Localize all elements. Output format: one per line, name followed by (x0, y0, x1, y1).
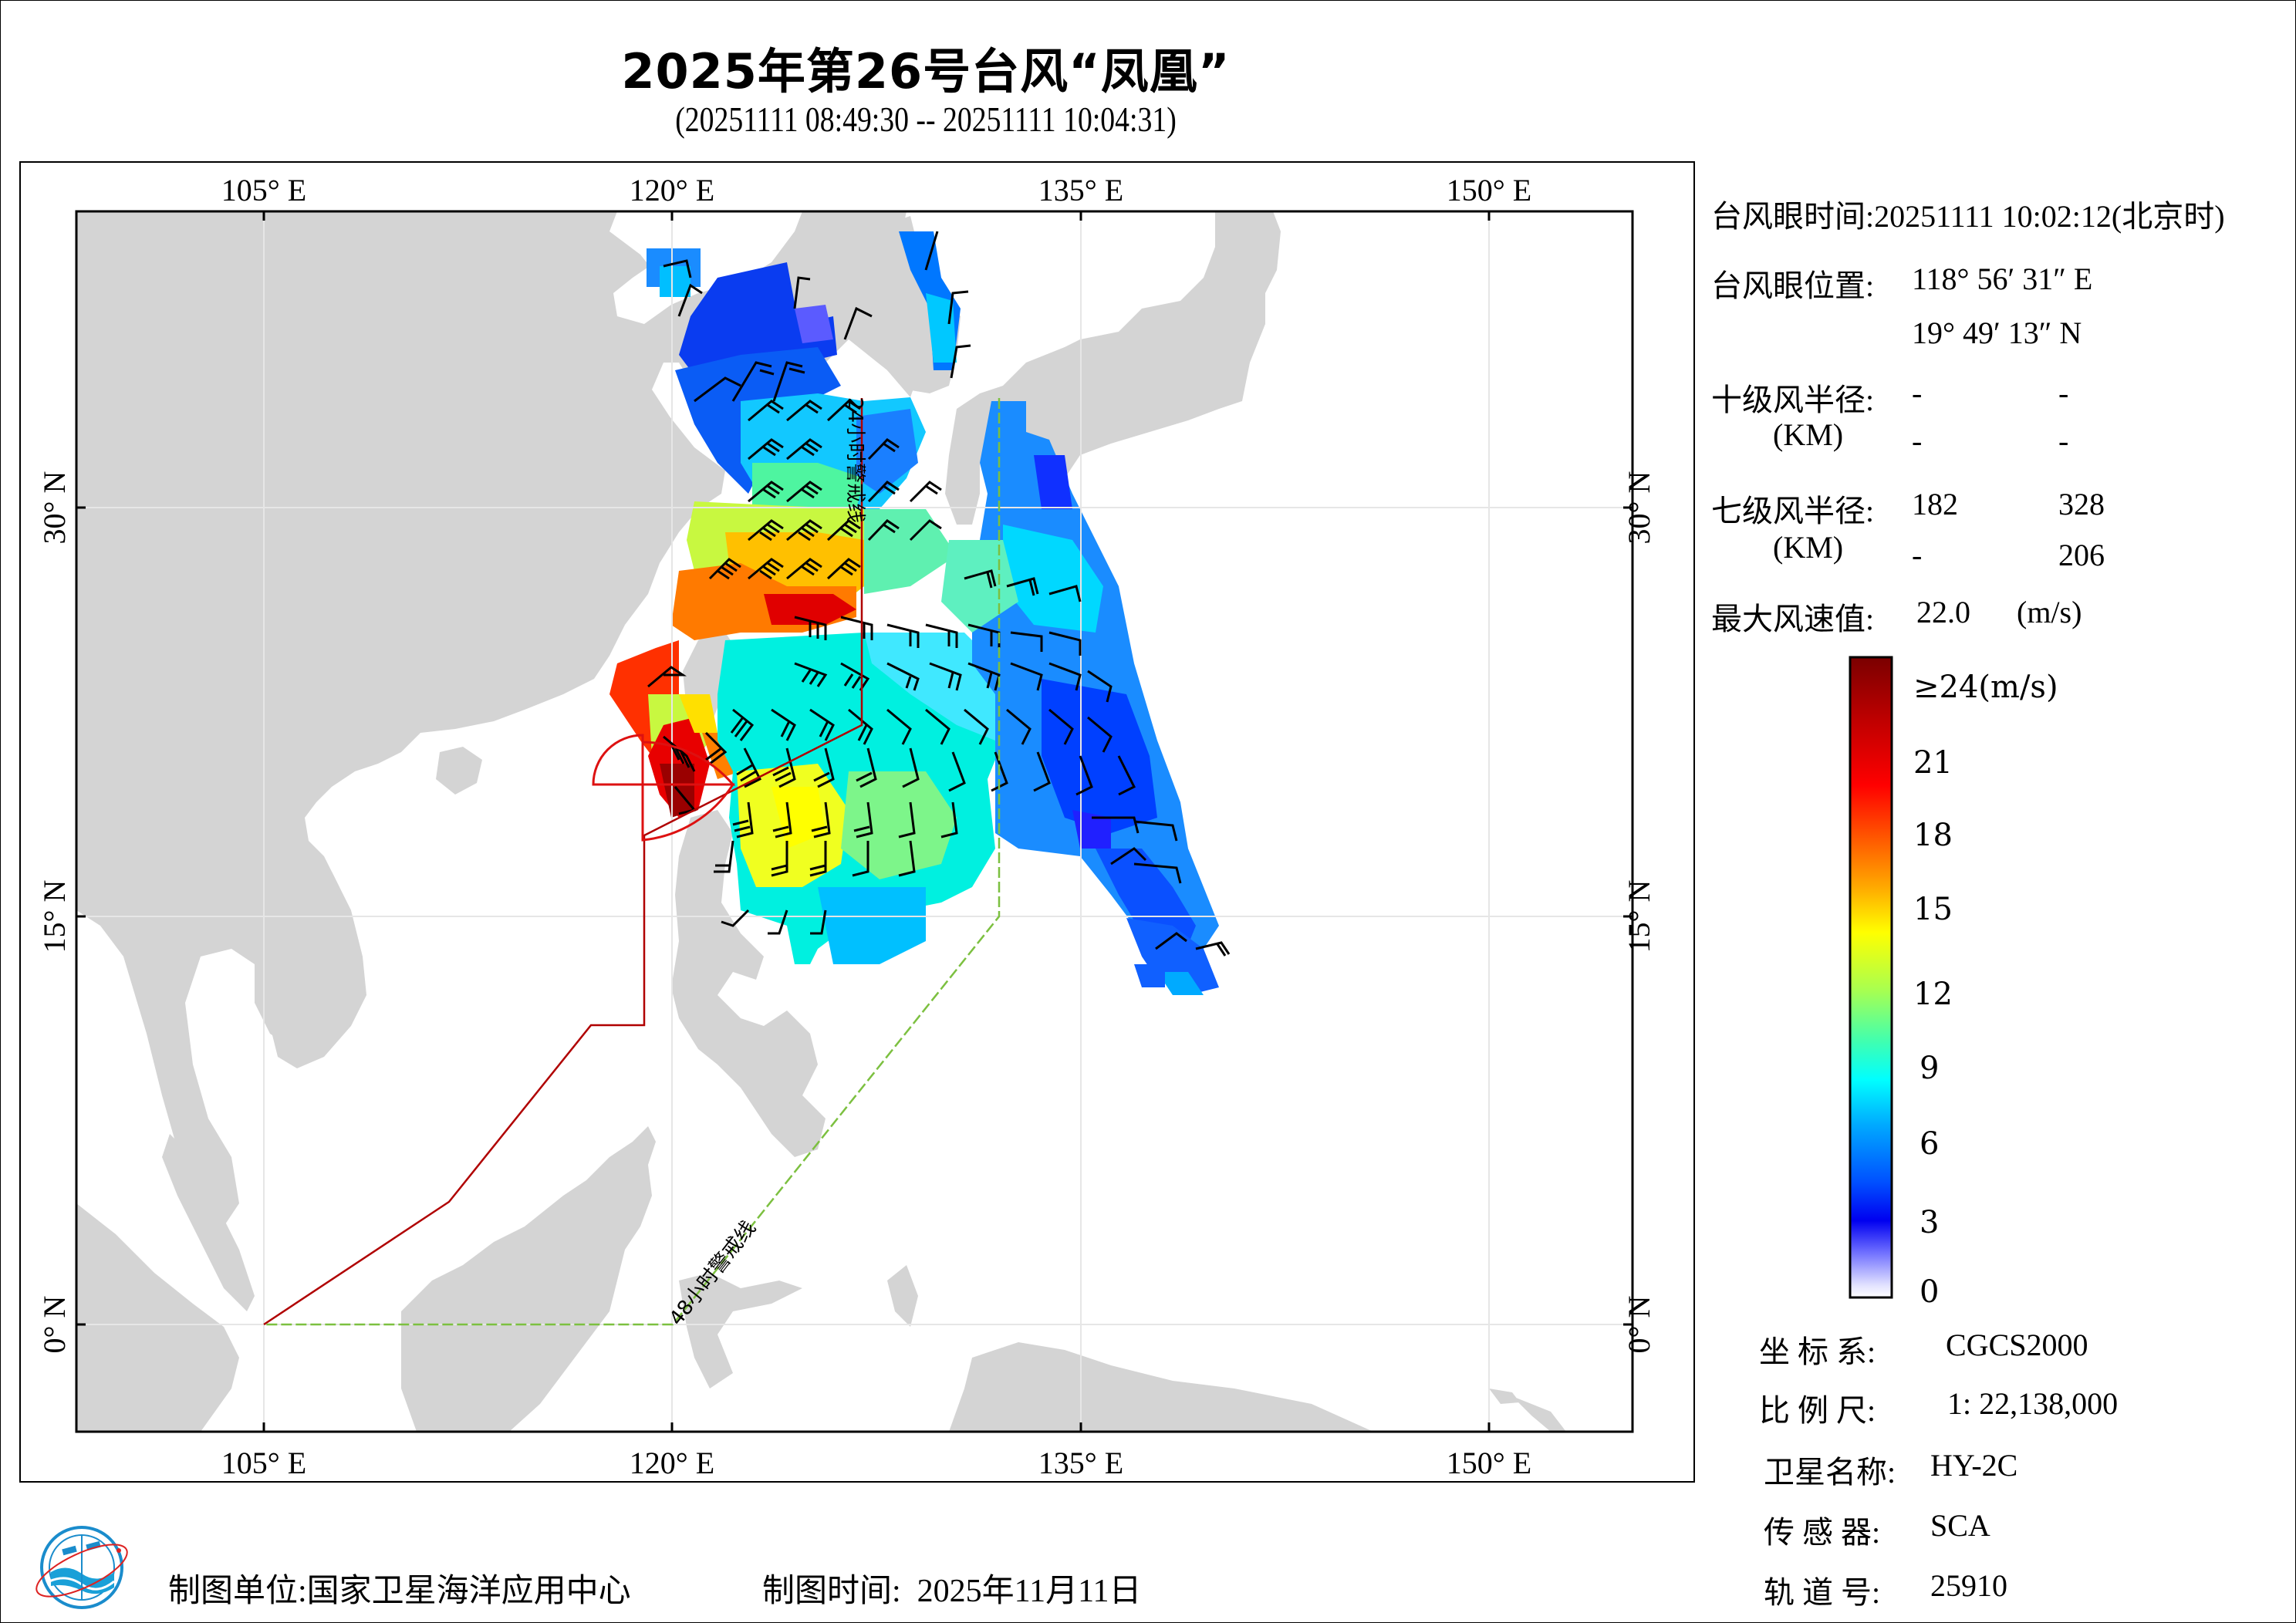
warning-line-24h (263, 398, 863, 1326)
max-wind-label: 最大风速值: (1711, 602, 1875, 636)
r10-se: - (2058, 376, 2069, 410)
r7-se: 328 (2058, 487, 2105, 521)
crs-label: 坐 标 系: (1759, 1335, 1876, 1369)
sensor-value: SCA (1930, 1508, 1990, 1543)
land-borneo (401, 1126, 656, 1432)
r7-sw: - (1912, 538, 1923, 572)
colorbar-tick: 18 (1913, 818, 1953, 853)
r7-ne: 182 (1912, 487, 1958, 521)
lon-label-bottom: 120° E (630, 1446, 714, 1480)
satellite-label: 卫星名称: (1764, 1455, 1896, 1490)
orbit-label: 轨 道 号: (1764, 1575, 1881, 1610)
r10-ne: - (1912, 376, 1923, 410)
lon-label-bottom: 150° E (1447, 1446, 1531, 1480)
max-wind-unit: (m/s) (2017, 595, 2082, 629)
lat-label-right: 15° N (1622, 880, 1656, 953)
sensor-label: 传 感 器: (1764, 1515, 1881, 1550)
warning-line-48h (264, 398, 1001, 1326)
r10-nw: - (2058, 423, 2069, 458)
warning-line-24h-label: 24小时警戒线 (843, 397, 866, 523)
orbit-value: 25910 (1930, 1568, 2007, 1603)
r10-label: 十级风半径: (1711, 383, 1875, 417)
eye-position-label: 台风眼位置: (1711, 268, 1875, 303)
lon-label-top: 135° E (1038, 173, 1123, 208)
map-outer-frame (19, 161, 1695, 1483)
land-hainan (436, 747, 482, 795)
max-wind-value: 22.0 (1916, 595, 1970, 629)
producer-label: 制图单位: (168, 1574, 307, 1609)
land-philippines (671, 810, 826, 1157)
lat-label-left: 15° N (37, 880, 72, 953)
colorbar-tick: 3 (1920, 1205, 1940, 1240)
map-time-range: (20251111 08:49:30 -- 20251111 10:04:31) (675, 100, 1177, 139)
land-sulawesi (679, 1273, 802, 1388)
lon-label-bottom: 135° E (1038, 1446, 1123, 1480)
lon-label-top: 105° E (221, 173, 306, 208)
colorbar-tick: 9 (1920, 1051, 1940, 1086)
eye-latitude: 19° 49′ 13″ N (1912, 315, 2082, 350)
colorbar-tick: 6 (1920, 1126, 1940, 1162)
production-date-value: 2025年11月11日 (917, 1574, 1142, 1609)
eye-time-label: 台风眼时间: (1711, 199, 1875, 234)
r10-sw: - (1912, 423, 1923, 458)
crs-value: CGCS2000 (1946, 1328, 2088, 1362)
colorbar-max-label: ≥24(m/s) (1913, 670, 2058, 705)
colorbar-tick: 15 (1913, 892, 1953, 927)
graticule (76, 211, 1633, 1432)
satellite-value: HY-2C (1930, 1448, 2018, 1483)
colorbar-tick: 21 (1913, 745, 1953, 781)
land-pacific-islands (1489, 1388, 1566, 1432)
lat-label-right: 30° N (1622, 471, 1656, 545)
producer: 制图单位:国家卫星海洋应用中心 (168, 1564, 631, 1611)
scale-label: 比 例 尺: (1759, 1393, 1876, 1428)
land-sumatra (76, 1203, 239, 1432)
axis-labels: 105° E 120° E 135° E 150° E 105° E 120° … (37, 173, 1656, 1480)
wind-barbs (647, 231, 1231, 957)
lat-label-left: 0° N (37, 1296, 72, 1354)
land-malay-peninsula (162, 1134, 255, 1311)
colorbar-tick: 12 (1913, 977, 1953, 1012)
lat-label-left: 30° N (37, 471, 72, 545)
map-title: 2025年第26号台风“凤凰” (621, 43, 1231, 100)
eye-time-row: 台风眼时间:20251111 10:02:12(北京时) (1711, 191, 2225, 236)
r7-nw: 206 (2058, 538, 2105, 572)
lon-label-bottom: 105° E (221, 1446, 306, 1480)
map-frame (75, 210, 1634, 1433)
eye-longitude: 118° 56′ 31″ E (1912, 262, 2093, 296)
production-date-label: 制图时间: (762, 1574, 901, 1609)
r7-unit: (KM) (1773, 530, 1844, 565)
nsoas-logo-icon (35, 1526, 128, 1609)
r10-unit: (KM) (1773, 417, 1844, 452)
lat-label-right: 0° N (1622, 1296, 1656, 1354)
land-new-guinea (887, 1265, 1373, 1432)
lon-label-top: 120° E (630, 173, 714, 208)
eye-time-value: 20251111 10:02:12(北京时) (1874, 199, 2225, 234)
scale-value: 1: 22,138,000 (1947, 1386, 2119, 1421)
production-date: 制图时间: 2025年11月11日 (762, 1564, 1142, 1611)
colorbar-tick: 0 (1920, 1274, 1940, 1310)
land-indochina (262, 849, 366, 1068)
wind-radius-7 (592, 734, 736, 842)
colorbar (1849, 656, 1893, 1299)
r7-label: 七级风半径: (1711, 494, 1875, 528)
axis-ticks (76, 211, 1633, 1432)
lon-label-top: 150° E (1447, 173, 1531, 208)
producer-value: 国家卫星海洋应用中心 (306, 1574, 631, 1609)
